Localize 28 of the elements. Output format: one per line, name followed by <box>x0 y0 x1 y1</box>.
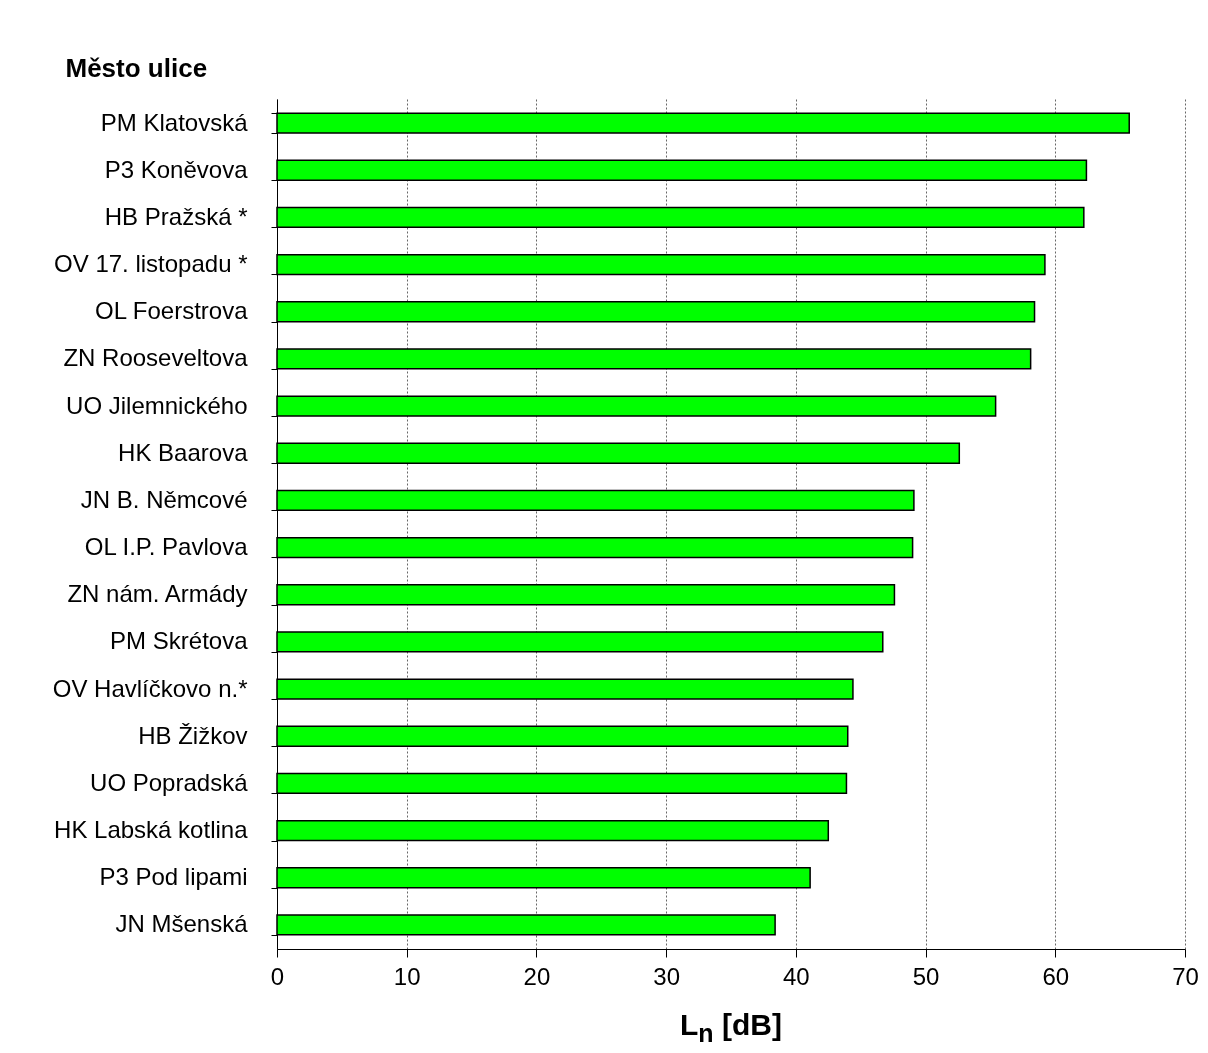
y-tick-label: OL Foerstrova <box>95 297 249 325</box>
y-tick-label: UO Popradská <box>90 768 249 796</box>
y-tick-label: HB Pražská * <box>104 202 248 230</box>
y-tick-label: PM Skrétova <box>110 627 249 655</box>
x-tick-label: 30 <box>653 962 680 990</box>
x-tick-label: 10 <box>393 962 421 990</box>
x-tick-label: 70 <box>1172 962 1199 990</box>
y-tick-label: HB Žižkov <box>138 721 248 749</box>
x-tick-label: 40 <box>783 962 810 990</box>
y-tick-label: OL I.P. Pavlova <box>84 533 249 561</box>
x-tick-label: 50 <box>912 962 940 990</box>
x-tick-label: 20 <box>523 962 551 990</box>
y-tick-label: P3 Pod lipami <box>99 863 248 891</box>
y-tick-label: ZN nám. Armády <box>67 580 248 608</box>
x-axis-title: L$_{n}$ [dB] <box>679 1008 783 1048</box>
y-tick-label: P3 Koněvova <box>104 155 249 183</box>
y-tick-label: OV Havlíčkovo n.* <box>52 674 248 702</box>
y-tick-label: HK Labská kotlina <box>54 816 249 844</box>
y-axis-title: Město ulice <box>65 52 208 83</box>
y-tick-label: HK Baarova <box>118 438 249 466</box>
y-tick-label: OV 17. listopadu * <box>54 250 248 278</box>
y-tick-label: UO Jilemnického <box>66 391 248 419</box>
y-tick-label: JN B. Němcové <box>80 485 248 513</box>
x-tick-label: 60 <box>1042 962 1070 990</box>
y-tick-label: ZN Rooseveltova <box>63 344 249 372</box>
x-tick-label: 0 <box>270 962 285 990</box>
y-tick-label: JN Mšenská <box>115 910 249 938</box>
y-tick-label: PM Klatovská <box>100 108 249 136</box>
